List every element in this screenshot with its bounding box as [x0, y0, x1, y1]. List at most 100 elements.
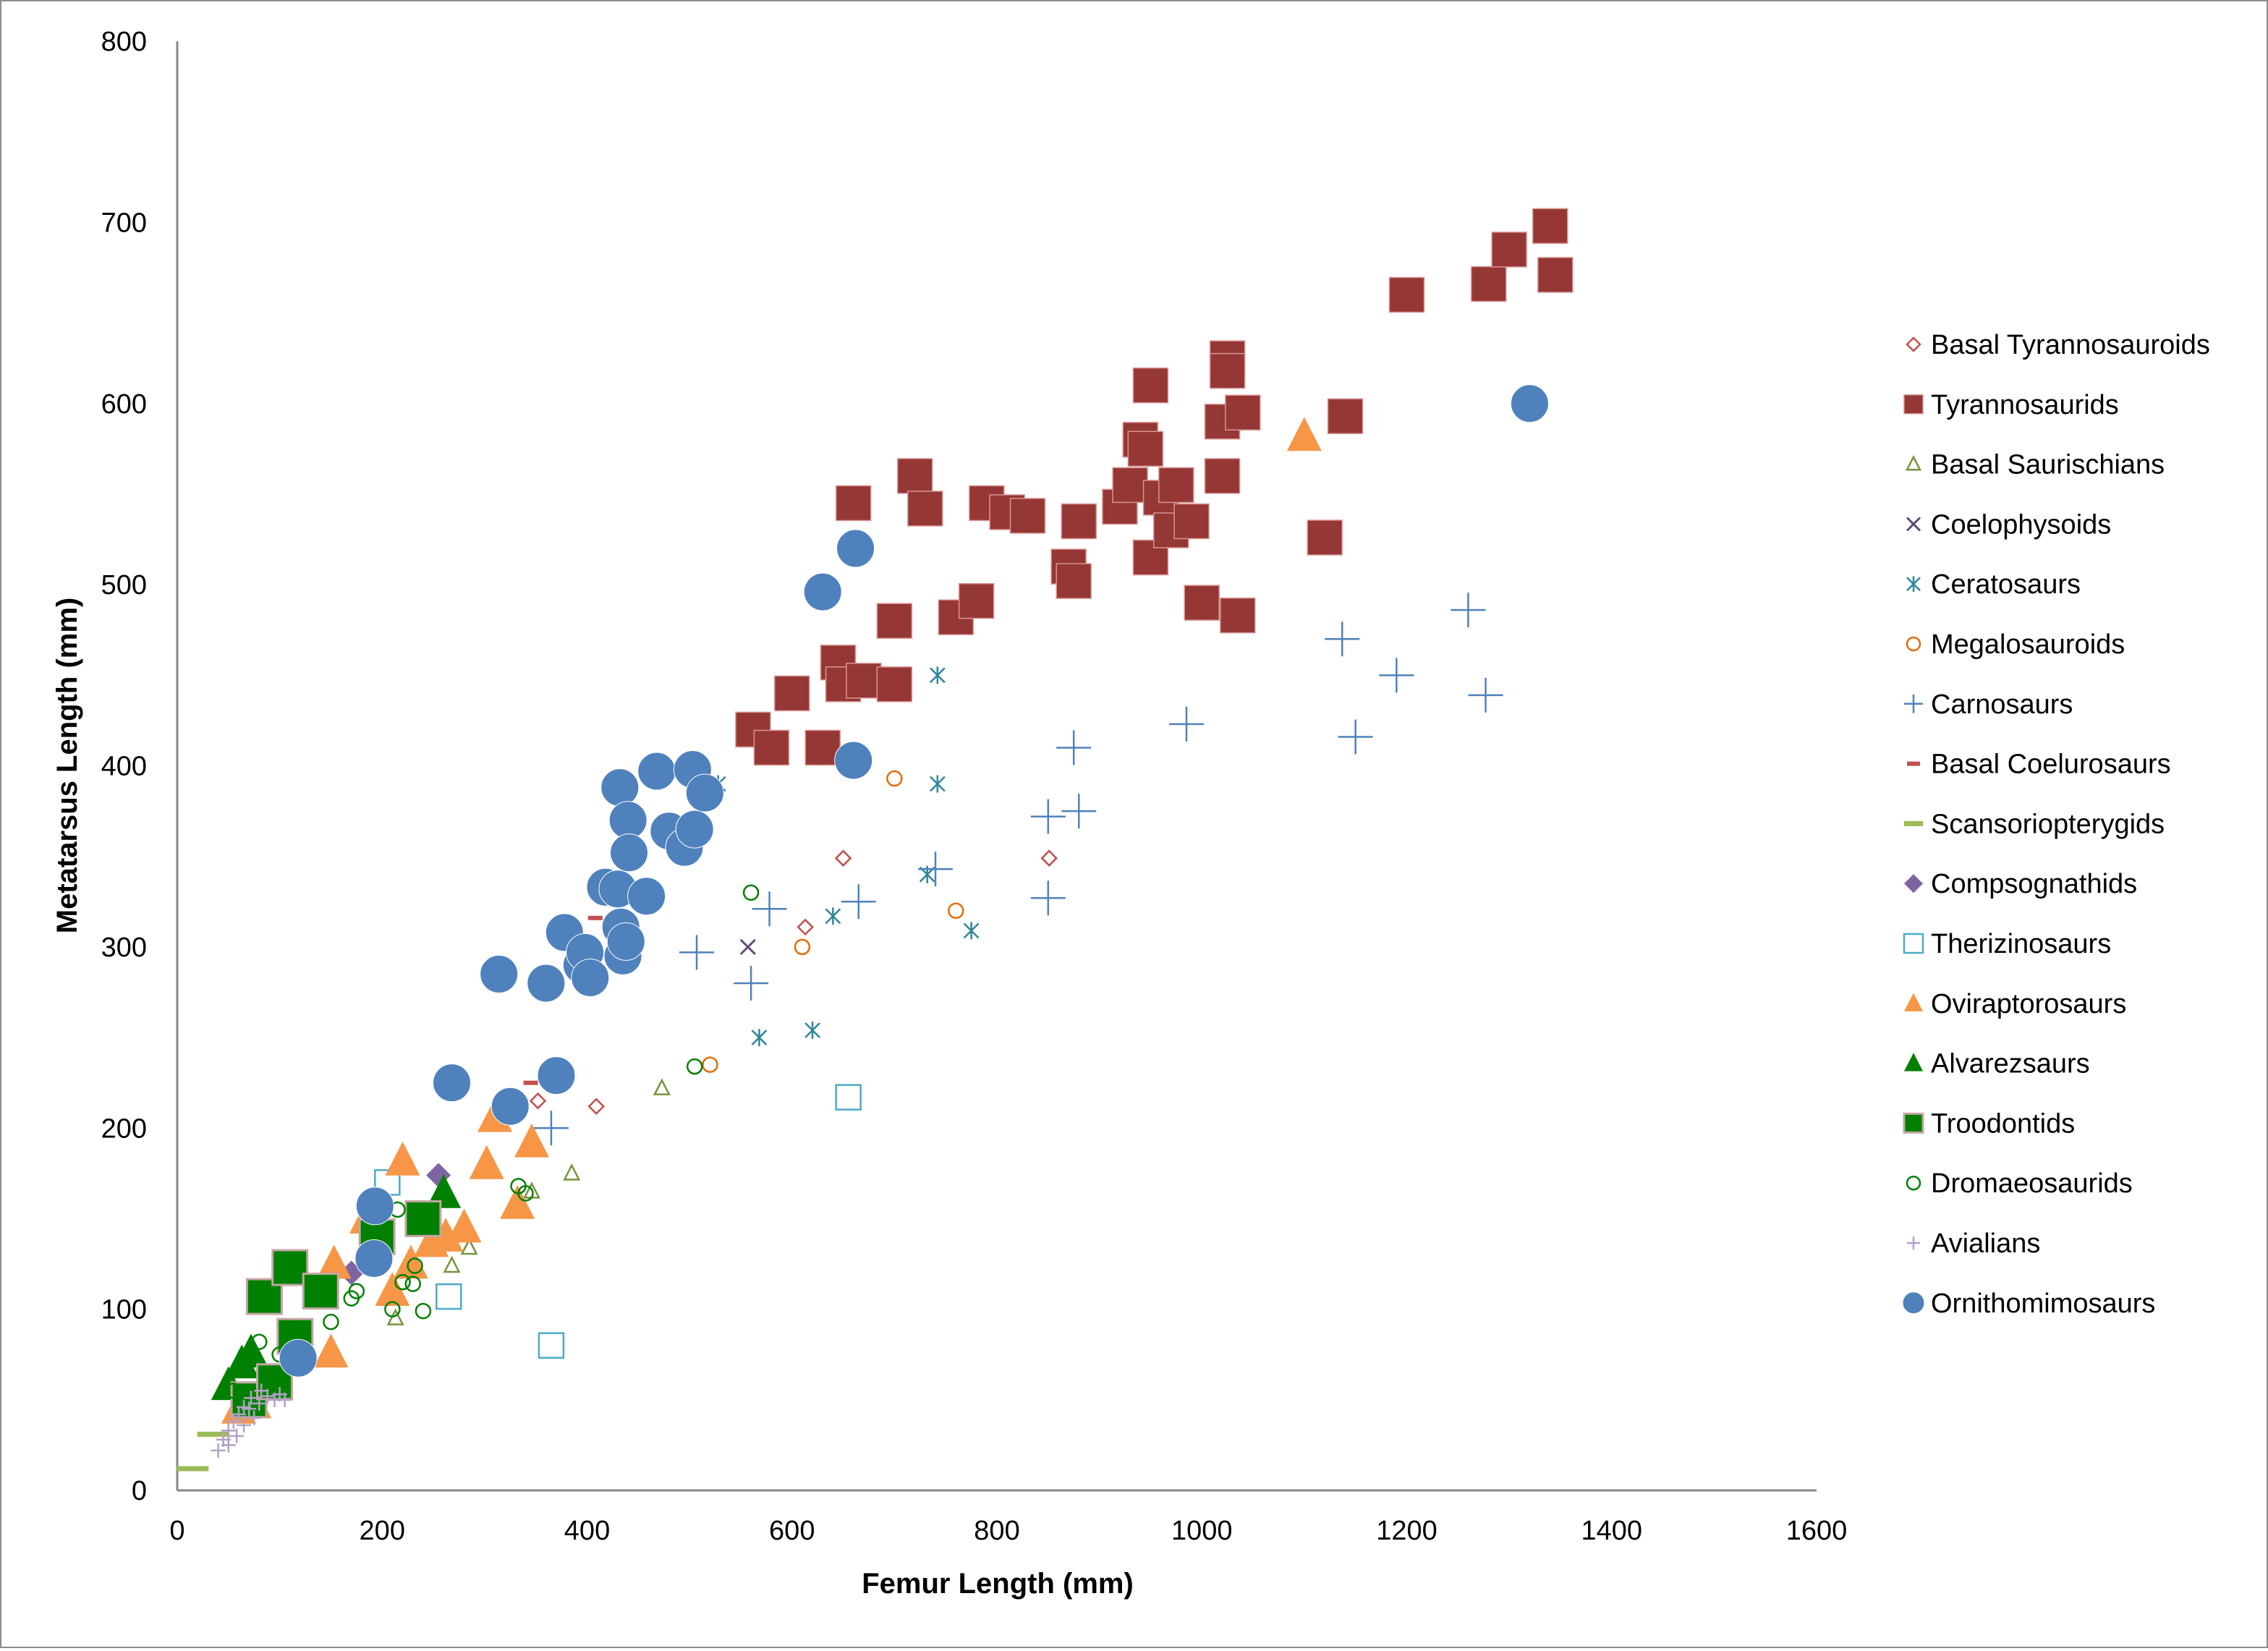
x-tick-label: 0	[169, 1516, 184, 1546]
legend-item: Compsognathids	[1904, 869, 2137, 899]
legend: Basal Tyrannosauroids Tyrannosaurids Basal…	[1902, 330, 2210, 1319]
data-point	[1056, 563, 1092, 599]
data-point	[753, 729, 790, 766]
legend-item: Megalosauroids	[1906, 629, 2125, 660]
y-tick-label: 500	[101, 570, 147, 600]
legend-item: Basal Tyrannosauroids	[1906, 330, 2210, 360]
data-point	[407, 1257, 423, 1274]
y-tick-label: 200	[101, 1113, 147, 1144]
data-point	[384, 1301, 401, 1317]
data-point	[226, 1414, 241, 1429]
data-point	[886, 770, 903, 787]
data-point	[404, 1200, 442, 1237]
data-point	[225, 1383, 242, 1399]
legend-marker	[1906, 336, 1921, 352]
legend-marker	[1903, 933, 1924, 954]
data-point	[1209, 352, 1246, 389]
data-point	[197, 1431, 229, 1437]
data-point	[1532, 208, 1568, 245]
data-point	[469, 1145, 504, 1179]
y-tick-label: 0	[132, 1476, 147, 1506]
legend-marker	[1904, 874, 1923, 894]
data-point	[404, 1276, 421, 1292]
data-point	[958, 582, 995, 619]
data-point	[797, 918, 814, 936]
data-point	[734, 965, 769, 1001]
legend-marker	[1906, 517, 1921, 532]
series-troodontids	[230, 1200, 442, 1419]
legend-marker	[1903, 1112, 1924, 1134]
series-basal-saurischians	[386, 1078, 671, 1325]
data-point	[415, 1302, 432, 1320]
data-point	[533, 1111, 569, 1146]
y-tick-label: 300	[101, 933, 147, 963]
y-tick-label: 100	[101, 1295, 147, 1325]
data-point	[804, 729, 841, 766]
legend-label: Alvarezsaurs	[1931, 1049, 2090, 1079]
y-axis-title: Metatarsus Length (mm)	[51, 598, 83, 934]
data-point	[277, 1392, 292, 1407]
x-tick-label: 1400	[1581, 1516, 1642, 1546]
data-point	[271, 1249, 309, 1286]
data-point	[627, 877, 666, 916]
legend-label: Ornithomimosaurs	[1931, 1289, 2155, 1319]
data-point	[825, 907, 841, 925]
data-point	[571, 958, 610, 997]
data-point	[742, 884, 760, 901]
data-point	[443, 1255, 461, 1273]
data-point	[587, 915, 603, 920]
data-point	[702, 1056, 718, 1073]
data-point	[1325, 621, 1360, 657]
legend-item: Basal Saurischians	[1905, 450, 2165, 480]
data-point	[752, 891, 787, 927]
data-point	[834, 741, 873, 780]
data-point	[517, 1185, 534, 1202]
legend-item: Scansoriopterygids	[1903, 809, 2165, 839]
legend-marker	[1905, 454, 1922, 471]
data-point	[323, 1313, 339, 1330]
data-point	[355, 1187, 394, 1226]
legend-label: Compsognathids	[1931, 869, 2137, 899]
data-point	[229, 1428, 245, 1443]
data-point	[260, 1388, 275, 1404]
data-point	[233, 1333, 268, 1368]
data-point	[675, 810, 714, 849]
data-point	[237, 1417, 252, 1433]
data-point	[436, 1283, 462, 1310]
data-point	[1112, 467, 1148, 504]
series-basal-tyrannosauroids	[529, 849, 1058, 1115]
data-point	[876, 666, 913, 703]
legend-label: Basal Coelurosaurs	[1931, 750, 2171, 780]
data-point	[679, 935, 715, 970]
data-point	[538, 1332, 565, 1359]
data-point	[527, 964, 566, 1003]
data-point	[794, 938, 811, 956]
data-point	[490, 1087, 530, 1126]
data-point	[774, 675, 810, 712]
legend-marker	[1907, 1236, 1920, 1249]
data-point	[637, 752, 676, 791]
y-axis-ticks: 0 100 200 300 400 500 600 700 800	[101, 27, 147, 1506]
data-point	[608, 801, 647, 840]
data-point	[1061, 503, 1097, 540]
data-point	[1286, 417, 1322, 451]
data-point	[804, 1022, 820, 1040]
y-tick-label: 600	[101, 389, 147, 420]
data-point	[835, 1084, 862, 1111]
axes	[176, 41, 1817, 1492]
data-point	[428, 1218, 464, 1252]
legend-label: Basal Saurischians	[1931, 450, 2165, 480]
data-point	[739, 938, 756, 955]
data-point	[606, 922, 645, 961]
legend-item: Avialians	[1907, 1228, 2040, 1259]
data-point	[500, 1185, 535, 1219]
data-point	[433, 1064, 472, 1103]
data-point	[1204, 458, 1241, 494]
legend-label: Coelophysoids	[1931, 509, 2111, 540]
legend-item: Oviraptorosaurs	[1904, 989, 2126, 1019]
legend-label: Scansoriopterygids	[1931, 809, 2165, 839]
data-point	[1220, 597, 1256, 634]
data-point	[600, 768, 640, 807]
data-point	[251, 1333, 268, 1350]
data-point	[1030, 799, 1066, 834]
